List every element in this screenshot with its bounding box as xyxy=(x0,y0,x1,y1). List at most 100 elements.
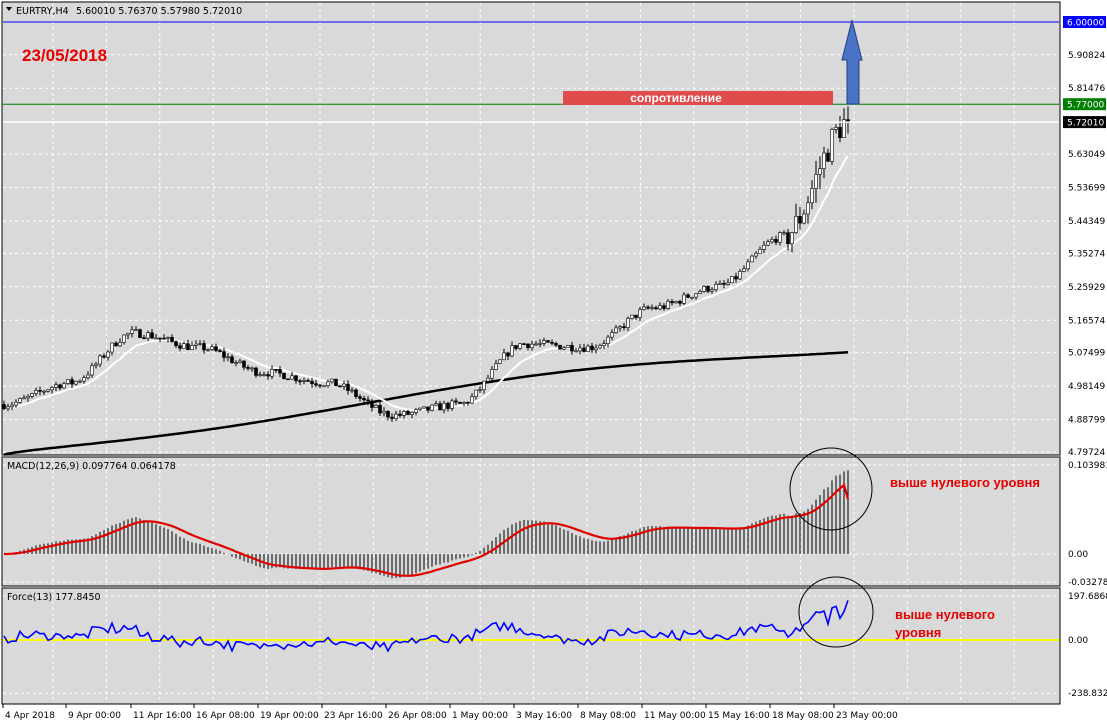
force-pane: 197.6868 0.00 -238.8326 Force(13) 177.8450… xyxy=(1,576,1107,705)
candle-body xyxy=(518,343,522,349)
candle-body xyxy=(238,360,242,363)
price-pane-background xyxy=(1,1,1061,456)
candle-body xyxy=(526,343,530,348)
candle-body xyxy=(42,390,46,393)
macd-highlight-circle xyxy=(789,447,873,531)
candle-body xyxy=(198,343,202,345)
macd-tick-label: -0.032789 xyxy=(1068,578,1107,588)
macd-pane: 0.103981 0.00 -0.032789 MACD(12,26,9) 0.09… xyxy=(1,447,1107,588)
time-tick-label: 15 May 16:00 xyxy=(708,711,770,721)
candle-body xyxy=(678,300,682,304)
price-tick-label: 4.88799 xyxy=(1068,416,1105,426)
candle-body xyxy=(30,393,34,397)
chevron-down-icon[interactable] xyxy=(6,7,12,11)
candlesticks xyxy=(2,106,850,422)
candle-body xyxy=(154,337,158,340)
candle-body xyxy=(550,341,554,344)
candle-body xyxy=(6,406,10,410)
candle-body xyxy=(658,305,662,310)
candle-body xyxy=(574,350,578,353)
candle-body xyxy=(446,402,450,409)
candle-body xyxy=(430,404,434,411)
candle-body xyxy=(650,307,654,310)
candle-body xyxy=(754,253,758,257)
candle-body xyxy=(50,386,54,391)
candle-body xyxy=(670,301,674,304)
candle-body xyxy=(138,329,142,338)
candle-body xyxy=(774,239,778,243)
candle-body xyxy=(762,244,766,250)
candle-body xyxy=(98,355,102,365)
candle-body xyxy=(806,202,810,215)
candle-body xyxy=(414,409,418,413)
candle-body xyxy=(214,346,218,351)
resistance-box xyxy=(563,91,833,105)
candle-body xyxy=(322,385,326,388)
candle-body xyxy=(370,400,374,408)
candle-body xyxy=(74,380,78,385)
candle-body xyxy=(374,405,378,408)
target-level-tag xyxy=(1063,16,1106,28)
candle-body xyxy=(546,340,550,343)
candle-body xyxy=(814,174,818,189)
force-axis-labels: 197.6868 0.00 -238.8326 xyxy=(1068,592,1107,699)
price-tick-label: 5.35274 xyxy=(1068,249,1105,259)
time-tick-label: 11 Apr 16:00 xyxy=(133,711,192,721)
candle-body xyxy=(182,343,186,349)
candle-body xyxy=(798,216,802,224)
time-tick-label: 26 Apr 08:00 xyxy=(388,711,447,721)
price-pane: 6.00000 5.77000 5.72010 5.90824 5.81476 5.63… xyxy=(1,1,1106,458)
candle-body xyxy=(62,383,66,389)
candle-body xyxy=(346,383,350,391)
candle-body xyxy=(318,384,322,387)
candle-body xyxy=(682,294,686,304)
candle-body xyxy=(402,410,406,416)
price-tick-label: 5.63049 xyxy=(1068,150,1105,160)
candle-body xyxy=(54,384,58,388)
candle-body xyxy=(582,347,586,352)
candle-body xyxy=(270,368,274,377)
candle-body xyxy=(558,344,562,350)
candle-body xyxy=(70,379,74,385)
macd-pane-background xyxy=(1,456,1061,587)
candle-body xyxy=(38,390,42,392)
candle-body xyxy=(286,378,290,381)
candle-body xyxy=(78,380,82,383)
price-tick-label: 4.98149 xyxy=(1068,382,1105,392)
candle-body xyxy=(342,383,346,387)
candle-body xyxy=(506,352,510,357)
candle-body xyxy=(802,213,806,224)
candle-body xyxy=(470,396,474,404)
candle-body xyxy=(46,389,50,392)
force-highlight-circle xyxy=(798,576,874,648)
candle-body xyxy=(498,359,502,364)
force-tick-label: 197.6868 xyxy=(1068,592,1107,602)
candle-body xyxy=(334,378,338,387)
candle-body xyxy=(730,276,734,284)
time-tick-label: 4 Apr 2018 xyxy=(5,711,55,721)
time-tick-label: 19 Apr 00:00 xyxy=(260,711,319,721)
candle-body xyxy=(674,300,678,304)
macd-signal-path xyxy=(3,483,850,577)
candle-body xyxy=(298,380,302,383)
fast-ma-path xyxy=(3,155,849,412)
candle-body xyxy=(662,305,666,309)
candle-body xyxy=(750,255,754,263)
candle-body xyxy=(842,119,846,138)
candle-body xyxy=(378,405,382,414)
candle-body xyxy=(18,398,22,403)
force-tick-label: 0.00 xyxy=(1068,636,1088,646)
candle-body xyxy=(758,249,762,254)
candle-body xyxy=(222,351,226,358)
candle-body xyxy=(394,413,398,419)
candle-body xyxy=(826,152,830,162)
candle-body xyxy=(58,384,62,389)
candle-body xyxy=(734,276,738,280)
candle-body xyxy=(702,285,706,292)
candle-body xyxy=(794,216,798,234)
candle-body xyxy=(258,374,262,377)
fast-moving-average xyxy=(3,155,849,412)
candle-body xyxy=(614,327,618,333)
force-note-line2: уровня xyxy=(895,625,941,640)
candle-body xyxy=(686,294,690,298)
